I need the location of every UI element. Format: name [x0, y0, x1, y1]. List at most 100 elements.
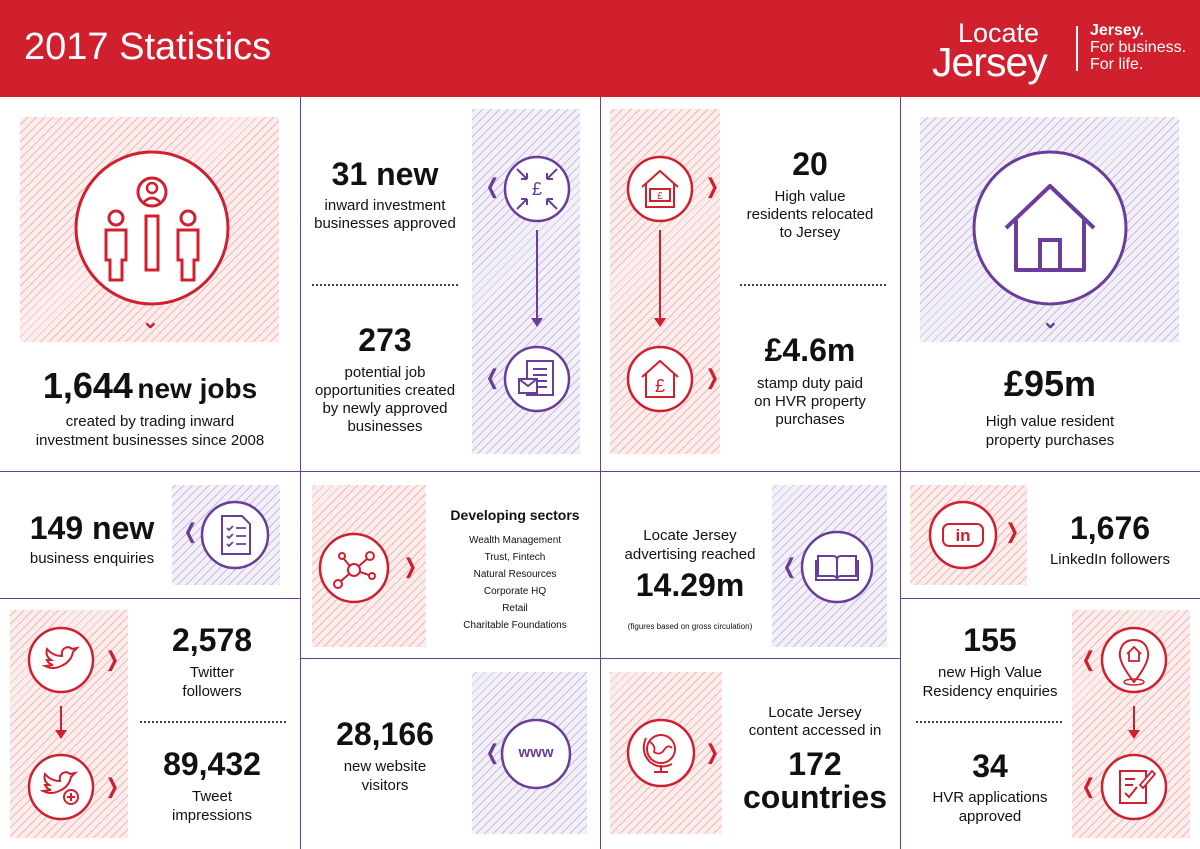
potential-desc-2: opportunities created: [314, 382, 456, 399]
hvr-applications-desc-2: approved: [958, 808, 1022, 825]
inward-desc-2: businesses approved: [314, 215, 456, 232]
inward-number: 31 new: [331, 156, 439, 192]
arrow-down-icon: [1128, 730, 1140, 739]
logo-locate-text: Locate: [958, 18, 1040, 48]
inward-desc-1: inward investment: [324, 197, 446, 214]
arrow-down-line: [659, 230, 661, 318]
www-label: www: [518, 744, 554, 761]
sector-item: Corporate HQ: [483, 586, 547, 597]
hvr-enquiries-desc-2: Residency enquiries: [922, 683, 1058, 700]
linkedin-desc-1: LinkedIn followers: [1049, 551, 1171, 568]
chevron-right-icon: ❭: [704, 742, 721, 764]
jobs-desc-2: investment businesses since 2008: [35, 432, 265, 449]
globe-icon: [626, 718, 696, 788]
chevron-left-icon: ❬: [1080, 649, 1097, 671]
arrow-down-icon: [55, 730, 67, 739]
chevron-right-icon: ❭: [402, 556, 419, 578]
grid-line: [0, 598, 300, 599]
house-pound-icon: £: [626, 345, 694, 413]
chevron-left-icon: ❬: [182, 521, 199, 543]
chevron-down-icon: ⌄: [142, 311, 159, 333]
chevron-left-icon: ❬: [484, 176, 501, 198]
advertising-number: 14.29m: [635, 567, 745, 603]
grid-line: [900, 598, 1200, 599]
location-pin-icon: [1100, 626, 1168, 694]
grid-line: [600, 658, 900, 659]
chevron-right-icon: ❭: [704, 367, 721, 389]
svg-text:£: £: [657, 191, 663, 202]
tweets-desc-1: Tweet: [191, 788, 233, 805]
potential-desc-4: businesses: [347, 418, 423, 435]
chevron-left-icon: ❬: [484, 367, 501, 389]
arrow-down-line: [60, 706, 62, 732]
chevron-right-icon: ❭: [704, 176, 721, 198]
arrow-down-icon: [654, 318, 666, 327]
jobs-unit: new jobs: [137, 373, 258, 404]
grid-line: [300, 471, 301, 849]
grid-line: [600, 97, 601, 849]
hvr-applications-number: 34: [972, 748, 1008, 784]
tagline-business: For business.: [1090, 39, 1187, 56]
grid-line: [0, 471, 1200, 472]
website-desc-1: new website: [343, 758, 427, 775]
countries-number: 172: [788, 746, 842, 782]
tweets-number: 89,432: [163, 746, 261, 782]
twitter-add-icon: [27, 753, 95, 821]
twitter-number: 2,578: [171, 622, 253, 658]
stat-jobs: 1,644 new jobs: [0, 368, 300, 405]
property-desc-2: property purchases: [985, 432, 1115, 449]
chevron-right-icon: ❭: [104, 649, 121, 671]
twitter-desc-1: Twitter: [189, 664, 235, 681]
potential-desc-3: by newly approved: [322, 400, 448, 417]
dotted-divider: [312, 284, 458, 286]
tagline-jersey: Jersey.: [1090, 22, 1144, 39]
linkedin-number: 1,676: [1069, 510, 1151, 546]
chevron-left-icon: ❬: [1080, 776, 1097, 798]
website-number: 28,166: [336, 716, 434, 752]
hvr-enquiries-desc-1: new High Value: [938, 664, 1042, 681]
website-icon: [500, 718, 572, 790]
svg-text:£: £: [532, 179, 542, 199]
stamp-duty-desc-2: on HVR property: [754, 393, 866, 410]
chevron-left-icon: ❬: [484, 742, 501, 764]
dotted-divider: [140, 721, 286, 723]
tweets-desc-2: impressions: [171, 807, 253, 824]
jobs-desc-1: created by trading inward: [65, 413, 235, 430]
checklist-icon: [200, 500, 270, 570]
website-desc-2: visitors: [361, 777, 409, 794]
potential-number: 273: [358, 322, 412, 358]
advertising-note: (figures based on gross circulation): [627, 622, 753, 631]
sectors-title: Developing sectors: [450, 507, 580, 523]
house-icon: [972, 150, 1128, 306]
grid-line: [300, 97, 301, 471]
linkedin-icon: in: [928, 500, 998, 570]
stamp-duty-number: £4.6m: [764, 332, 856, 368]
enquiries-desc-1: business enquiries: [29, 550, 155, 567]
application-approved-icon: [1100, 753, 1168, 821]
countries-unit: countries: [742, 779, 888, 815]
hv-residents-number: 20: [792, 146, 828, 182]
property-desc-1: High value resident: [985, 413, 1115, 430]
sector-item: Retail: [502, 603, 528, 614]
countries-desc-2: content accessed in: [748, 722, 882, 739]
dotted-divider: [740, 284, 886, 286]
arrow-down-icon: [531, 318, 543, 327]
hv-residents-desc-3: to Jersey: [779, 224, 841, 241]
grid-line: [900, 97, 901, 471]
twitter-desc-2: followers: [182, 683, 242, 700]
grid-line: [300, 658, 600, 659]
dotted-divider: [916, 721, 1062, 723]
sector-item: Charitable Foundations: [463, 620, 567, 631]
people-icon: [74, 150, 230, 306]
book-icon: [800, 530, 874, 604]
arrow-down-line: [1133, 706, 1135, 732]
hv-residents-desc-1: High value: [774, 188, 846, 205]
chevron-left-icon: ❬: [781, 556, 798, 578]
tagline-life: For life.: [1090, 56, 1144, 73]
grid-line: [900, 471, 901, 849]
job-application-icon: [503, 345, 571, 413]
logo-divider: [1076, 26, 1078, 71]
potential-desc-1: potential job: [344, 364, 426, 381]
network-icon: [318, 532, 390, 604]
property-number: £95m: [1003, 363, 1097, 404]
